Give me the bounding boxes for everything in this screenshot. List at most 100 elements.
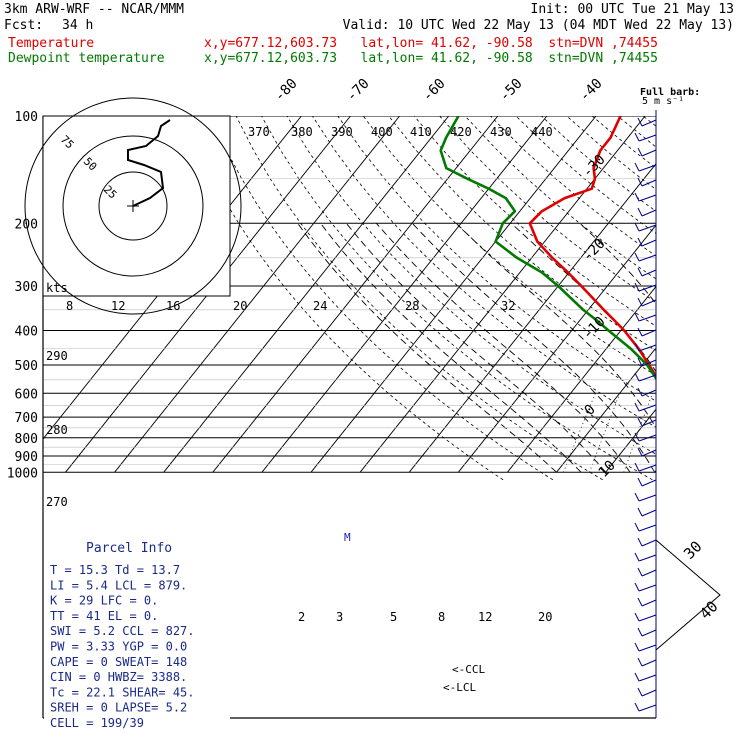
wind-barb-flag xyxy=(637,207,643,217)
dry-adiabat xyxy=(413,116,656,327)
wind-barb-flag xyxy=(637,447,643,457)
isotherm-line xyxy=(310,116,597,473)
pressure-tick-label: 1000 xyxy=(7,466,38,481)
mixing-ratio-label: 20 xyxy=(538,610,552,624)
wind-barb-staff xyxy=(638,374,657,382)
wind-barb-flag xyxy=(634,402,640,412)
model-title: 3km ARW-WRF -- NCAR/MMM xyxy=(4,2,185,17)
theta-label: 410 xyxy=(410,125,432,139)
wind-barb xyxy=(637,327,657,337)
wind-barb xyxy=(637,447,657,457)
wind-barb xyxy=(637,297,657,307)
wind-barb-flag xyxy=(634,132,640,142)
wind-barb-staff xyxy=(638,494,657,502)
wind-barb-staff xyxy=(641,209,657,217)
speed-axis-label: 16 xyxy=(166,299,180,313)
wind-barb-flag xyxy=(634,252,640,262)
moist-adiabat xyxy=(297,223,557,473)
wind-barb-flag xyxy=(637,357,643,367)
wind-barb xyxy=(634,252,657,262)
wind-barb-flag xyxy=(637,537,643,547)
pressure-tick-label: 700 xyxy=(15,411,38,426)
wind-barb xyxy=(634,372,657,382)
moist-adiabat xyxy=(579,222,656,305)
parcel-info-row: TT = 41 EL = 0. xyxy=(50,609,158,623)
wind-barb-staff xyxy=(638,404,657,412)
wind-barb-staff xyxy=(641,569,657,577)
wind-barb-staff xyxy=(641,149,657,157)
wind-barb-flag xyxy=(634,372,640,382)
wind-barb-staff xyxy=(641,539,657,547)
dry-adiabat xyxy=(464,116,656,280)
isotherm-label: -10 xyxy=(580,314,609,343)
wind-barb xyxy=(637,177,657,187)
speed-axis-label: 32 xyxy=(501,299,515,313)
pressure-tick-label: 500 xyxy=(15,359,38,374)
wind-barb xyxy=(634,462,657,472)
wind-barb-flag xyxy=(634,312,640,322)
wind-barb-flag xyxy=(637,597,643,607)
dry-adiabat xyxy=(235,116,603,481)
wind-barb-staff xyxy=(641,509,657,517)
theta-label: 370 xyxy=(248,125,270,139)
wind-barb-flag xyxy=(634,462,640,472)
wind-barb-flag xyxy=(637,687,643,697)
mixing-ratio-label: 2 xyxy=(298,610,305,624)
mixing-ratio-label: 5 xyxy=(390,610,397,624)
ccl-marker: <-CCL xyxy=(452,663,485,676)
moist-adiabat xyxy=(412,222,656,473)
dewpoint-profile xyxy=(439,116,656,381)
wind-barb-staff xyxy=(641,449,657,457)
isotherm-line xyxy=(457,224,656,473)
wind-barb-staff xyxy=(641,329,657,337)
wind-barb xyxy=(634,702,657,712)
mixing-ratio-line xyxy=(623,393,653,473)
speed-axis-label: 12 xyxy=(111,299,125,313)
parcel-info-title: Parcel Info xyxy=(86,541,172,556)
wind-barb-staff xyxy=(638,344,657,352)
wind-barb-staff xyxy=(638,224,657,232)
parcel-info-row: CIN = 0 HWBZ= 3388. xyxy=(50,670,187,684)
wind-barb-flag xyxy=(634,162,640,172)
wind-barb-staff xyxy=(638,464,657,472)
wind-barb xyxy=(637,147,657,157)
parcel-info-row: SREH = 0 LAPSE= 5.2 xyxy=(50,701,187,715)
isotherm-line xyxy=(605,408,656,473)
dry-adiabat xyxy=(388,116,656,352)
wind-barb-staff xyxy=(641,629,657,637)
mixing-ratio-label: 3 xyxy=(336,610,343,624)
wind-barb-flag xyxy=(637,177,643,187)
wind-barb xyxy=(637,657,657,667)
theta-label: 430 xyxy=(490,125,512,139)
hodograph-trace xyxy=(127,119,171,207)
wind-barb-flag xyxy=(634,702,640,712)
wind-barb-staff xyxy=(641,389,657,397)
wind-barb-flag xyxy=(637,297,643,307)
wind-barb-staff xyxy=(641,479,657,487)
wind-barb-staff xyxy=(641,599,657,607)
isotherm-label: -70 xyxy=(344,76,373,105)
wind-barb xyxy=(634,522,657,532)
theta-label: 440 xyxy=(531,125,553,139)
dry-adiabat xyxy=(490,116,656,257)
wind-barb xyxy=(637,357,657,367)
dewpoint-location: x,y=677.12,603.73 lat,lon= 41.62, -90.58… xyxy=(204,51,658,66)
isotherm-label: -80 xyxy=(272,76,301,105)
pressure-tick-label: 100 xyxy=(15,110,38,125)
dewpoint-legend: Dewpoint temperature xyxy=(8,51,165,66)
dry-adiabat xyxy=(694,116,740,480)
wind-barb-flag xyxy=(634,432,640,442)
wind-barb xyxy=(637,267,657,277)
dry-adiabat xyxy=(362,116,656,377)
forecast-hour: 34 h xyxy=(62,18,94,33)
temperature-profile xyxy=(528,116,656,379)
theta-label: 390 xyxy=(331,125,353,139)
isotherm-line xyxy=(704,116,740,472)
wind-barb-staff xyxy=(641,419,657,427)
moist-adiabat xyxy=(456,222,656,429)
wind-barb-staff xyxy=(638,254,657,262)
mixing-ratio-label: 8 xyxy=(438,610,445,624)
theta-label: 380 xyxy=(291,125,313,139)
wind-barb-staff xyxy=(638,434,657,442)
wind-barb-staff xyxy=(638,194,657,202)
